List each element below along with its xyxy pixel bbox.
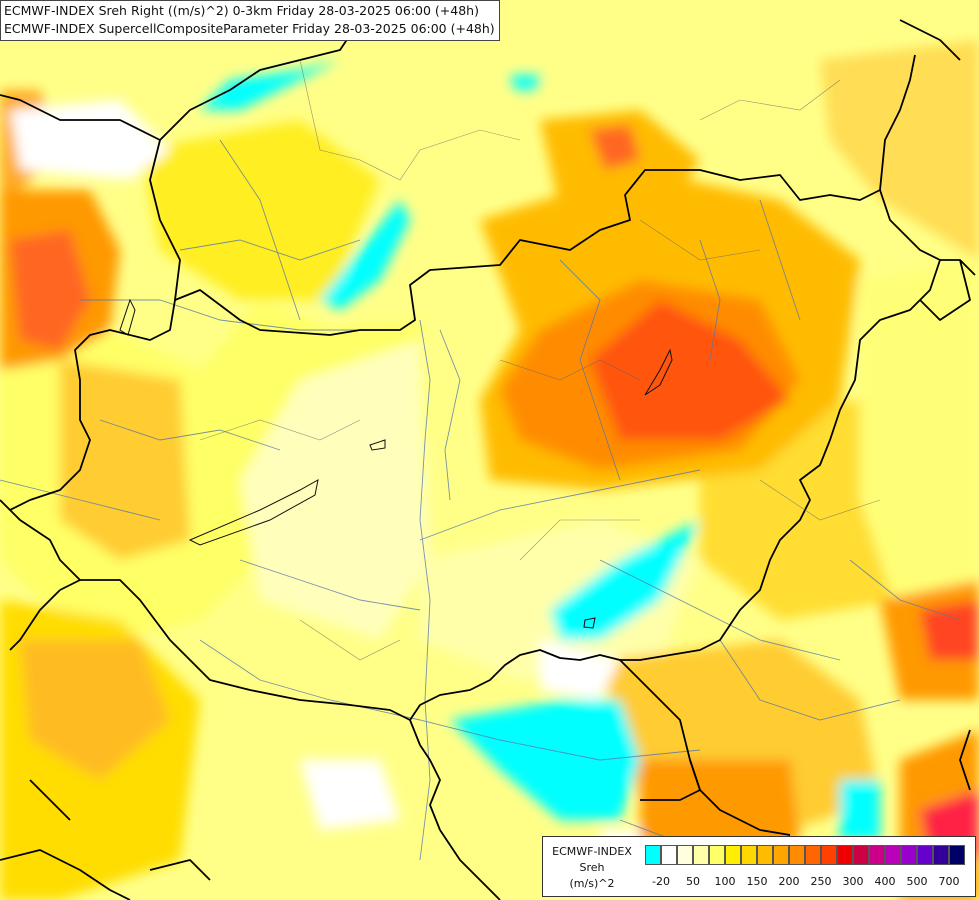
legend-swatch [757, 845, 773, 865]
legend-swatch [677, 845, 693, 865]
legend-swatch [821, 845, 837, 865]
legend-swatch [917, 845, 933, 865]
legend-swatch [949, 845, 965, 865]
regional-borders [199, 59, 881, 661]
legend-swatch [789, 845, 805, 865]
legend-unit: (m/s)^2 [569, 877, 615, 890]
country-borders [0, 19, 976, 900]
legend-swatch [693, 845, 709, 865]
map-title-box: ECMWF-INDEX Sreh Right ((m/s)^2) 0-3km F… [0, 0, 500, 41]
legend-tick-label: 150 [746, 875, 768, 888]
legend-tick-label: 100 [714, 875, 736, 888]
legend-swatch [741, 845, 757, 865]
legend-swatch [933, 845, 949, 865]
legend-tick-label: 50 [686, 875, 700, 888]
legend-swatch [853, 845, 869, 865]
legend-swatch [869, 845, 885, 865]
legend-tick-label: 400 [874, 875, 896, 888]
legend-tick-label: 300 [842, 875, 864, 888]
sreh-field [0, 40, 979, 900]
legend-swatch [885, 845, 901, 865]
lakes [119, 298, 673, 629]
legend-title: ECMWF-INDEX [552, 845, 632, 858]
legend-tick-label: 200 [778, 875, 800, 888]
title-line-1: ECMWF-INDEX Sreh Right ((m/s)^2) 0-3km F… [4, 3, 479, 18]
legend-swatch [725, 845, 741, 865]
color-legend: ECMWF-INDEX Sreh (m/s)^2 -20 50 100 150 200 2… [542, 836, 976, 897]
legend-tick-label: 500 [906, 875, 928, 888]
legend-swatch [709, 845, 725, 865]
legend-swatch [661, 845, 677, 865]
legend-swatch [773, 845, 789, 865]
legend-swatch [805, 845, 821, 865]
legend-tick-label: 700 [938, 875, 960, 888]
legend-swatch [901, 845, 917, 865]
legend-variable: Sreh [579, 861, 605, 874]
legend-tick-label: -20 [652, 875, 670, 888]
legend-swatch [645, 845, 661, 865]
rivers [0, 139, 961, 861]
title-line-2: ECMWF-INDEX SupercellCompositeParameter … [4, 21, 495, 36]
legend-tick-label: 250 [810, 875, 832, 888]
legend-swatch [837, 845, 853, 865]
